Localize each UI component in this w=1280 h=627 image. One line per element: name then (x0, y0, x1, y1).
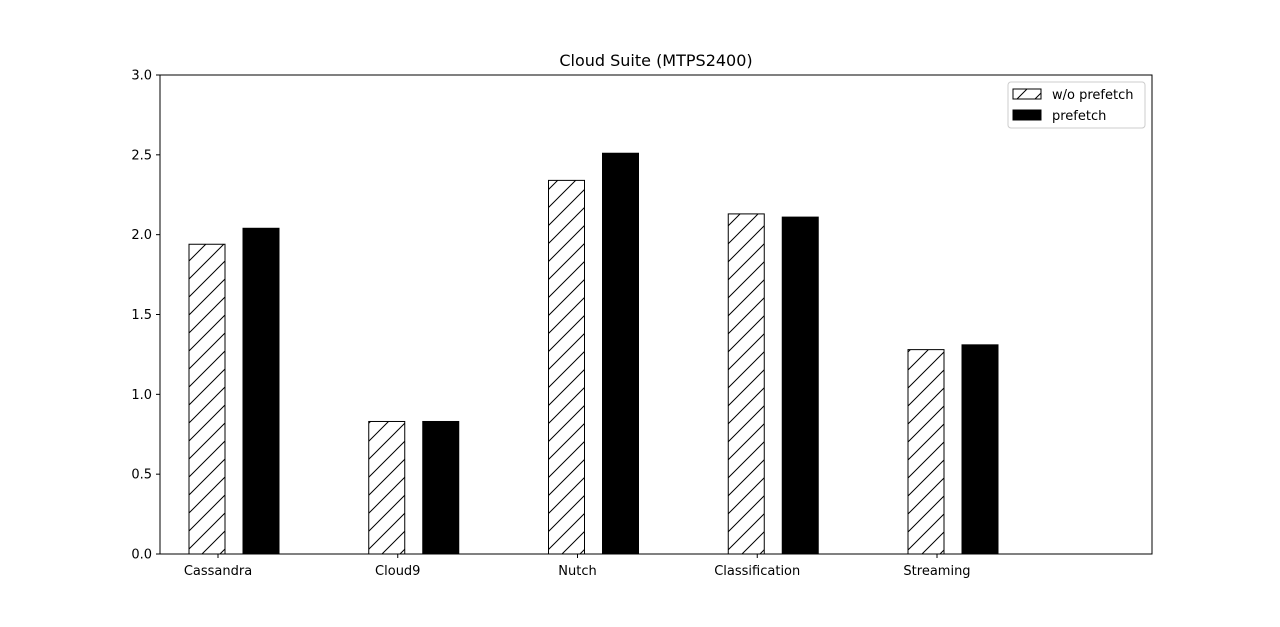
y-tick-label: 1.0 (131, 388, 152, 403)
bar-w-o-prefetch-classification (727, 213, 765, 555)
bar-prefetch-nutch (602, 152, 639, 555)
x-tick-label: Cassandra (184, 564, 252, 579)
bar-prefetch-cloud9 (422, 420, 460, 555)
x-tick-label: Streaming (903, 564, 970, 579)
bar-prefetch-cassandra (242, 227, 280, 555)
bar-w-o-prefetch-streaming (907, 349, 945, 555)
plot-frame (159, 74, 1153, 555)
y-tick-label: 2.5 (131, 148, 152, 163)
x-tick-label: Classification (714, 564, 800, 579)
legend: w/o prefetch prefetch (1007, 81, 1146, 129)
y-tick-label: 3.0 (131, 69, 152, 84)
x-tick-label: Cloud9 (375, 564, 420, 579)
y-tick-label: 0.5 (131, 468, 152, 483)
legend-label: w/o prefetch (1052, 88, 1133, 103)
x-tick-label: Nutch (558, 564, 596, 579)
legend-swatch (1012, 88, 1042, 100)
axes-layer: 0.0 0.5 1.0 1.5 2.0 2.5 3.0 Cassandra Cloud9 Nutc… (131, 69, 1153, 579)
y-tick-label: 2.0 (131, 228, 152, 243)
bar-w-o-prefetch-cloud9 (368, 420, 406, 555)
bars-layer (188, 152, 999, 555)
legend-label: prefetch (1052, 109, 1106, 124)
legend-box (1007, 81, 1146, 129)
bar-prefetch-classification (781, 216, 819, 555)
bar-prefetch-streaming (961, 344, 999, 555)
chart-title: Cloud Suite (MTPS2400) (559, 51, 752, 70)
y-tick-label: 1.5 (131, 308, 152, 323)
y-tick-label: 0.0 (131, 548, 152, 563)
bar-w-o-prefetch-cassandra (188, 243, 226, 555)
bar-w-o-prefetch-nutch (548, 179, 585, 555)
legend-swatch (1012, 109, 1042, 121)
